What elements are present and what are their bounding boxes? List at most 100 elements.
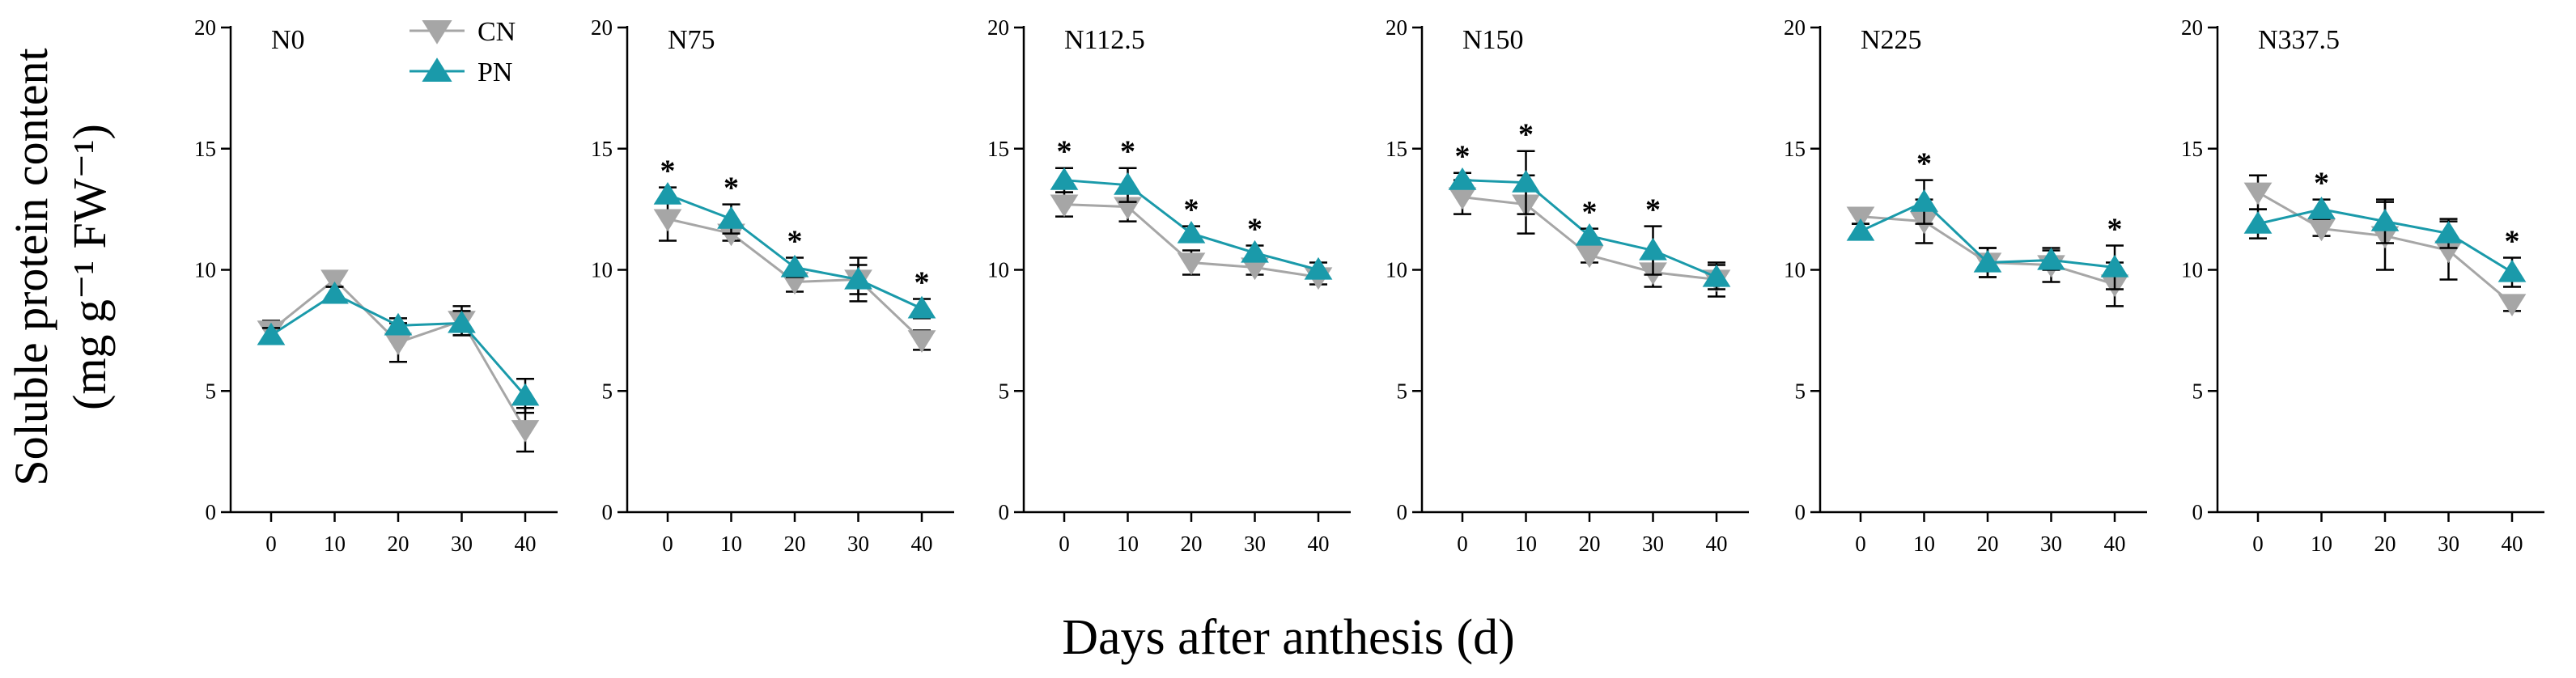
x-tick-label: 10 [1515,532,1537,556]
significance-star: * [724,172,739,206]
data-point-pn [1448,167,1477,190]
data-point-pn [2434,220,2463,244]
legend-marker [422,20,452,44]
data-point-pn [1639,237,1667,261]
x-tick-label: 30 [847,532,869,556]
x-tick-label: 10 [2311,532,2332,556]
significance-star: * [1645,193,1661,227]
x-tick-label: 40 [2502,532,2523,556]
x-tick-label: 10 [720,532,742,556]
y-tick-label: 0 [999,500,1010,524]
data-point-cn [511,420,540,443]
data-point-pn [384,312,413,336]
x-tick-label: 20 [388,532,410,556]
x-tick-label: 30 [2438,532,2459,556]
y-tick-label: 10 [2181,258,2203,282]
x-tick-label: 20 [784,532,806,556]
y-tick-label: 15 [591,137,613,161]
data-point-pn [1177,220,1206,244]
series-pn [2243,197,2527,288]
data-point-pn [1114,172,1142,195]
y-tick-label: 5 [206,379,217,403]
series-pn [1448,150,1731,290]
y-tick-label: 0 [2192,500,2204,524]
x-tick-label: 30 [1642,532,1664,556]
data-point-cn [907,330,936,353]
legend-label: CN [477,17,516,47]
y-tick-label: 15 [194,137,216,161]
x-tick-label: 20 [1181,532,1203,556]
significance-star: * [1455,140,1470,174]
y-tick-label: 15 [1386,137,1407,161]
significance-star: * [2505,225,2520,259]
data-point-pn [907,295,936,319]
panel-title: N150 [1462,25,1524,55]
x-tick-label: 40 [515,532,537,556]
y-tick-label: 20 [591,15,613,40]
x-tick-label: 0 [662,532,673,556]
series-cn [257,269,540,453]
y-tick-label: 10 [591,258,613,282]
x-tick-label: 10 [324,532,346,556]
panel-title: N75 [668,25,715,55]
panel-title: N225 [1861,25,1922,55]
x-tick-label: 10 [1913,532,1935,556]
y-tick-label: 20 [987,15,1009,40]
data-point-pn [2037,247,2065,270]
x-tick-label: 0 [1855,532,1866,556]
data-point-cn [1846,206,1875,230]
data-point-cn [384,333,413,355]
significance-star: * [2314,167,2329,201]
x-tick-label: 40 [1308,532,1330,556]
panel-n0: 0 5 10 15 20 0 10 20 30 40 N0 [194,15,558,556]
y-tick-label: 15 [1784,137,1806,161]
y-tick-label: 0 [1397,500,1408,524]
y-tick-label: 5 [999,379,1010,403]
data-point-cn [1575,245,1604,269]
x-tick-label: 30 [451,532,473,556]
data-point-pn [653,182,682,205]
panel-n75: 0 5 10 15 20 0 10 20 30 40 N75 * * * * [591,15,954,556]
data-point-pn [1512,170,1540,193]
series-pn [1050,167,1333,280]
x-tick-label: 20 [1977,532,1999,556]
x-tick-label: 40 [911,532,933,556]
data-point-cn [1177,252,1206,276]
x-tick-label: 10 [1117,532,1139,556]
legend-item-pn: PN [410,57,512,87]
significance-star: * [660,155,676,189]
legend-label: PN [477,57,512,87]
data-point-pn [320,281,349,304]
legend-marker [422,57,452,82]
data-point-cn [1448,187,1477,210]
y-axis-title-line2: (mg g⁻¹ FW⁻¹) [63,124,116,410]
x-tick-label: 0 [265,532,277,556]
panel-n112-5: 0 5 10 15 20 0 10 20 30 40 N112.5 * * * * [987,15,1351,556]
data-point-pn [2370,208,2400,231]
data-point-pn [511,383,540,406]
panel-n150: 0 5 10 15 20 0 10 20 30 40 N150 * * * * [1386,15,1749,556]
data-point-cn [320,269,349,293]
data-point-pn [1050,167,1079,190]
x-tick-label: 0 [1059,532,1070,556]
y-tick-label: 15 [987,137,1009,161]
panel-title: N337.5 [2258,25,2340,55]
data-point-pn [1304,256,1333,280]
data-point-pn [2497,259,2527,282]
x-tick-label: 30 [1244,532,1266,556]
significance-star: * [1057,135,1072,169]
y-tick-label: 20 [1386,15,1407,40]
y-tick-label: 0 [206,500,217,524]
y-tick-label: 20 [1784,15,1806,40]
data-point-pn [448,310,476,333]
data-point-cn [2243,182,2273,206]
significance-star: * [1184,193,1199,227]
y-tick-label: 10 [194,258,216,282]
y-tick-label: 10 [1784,258,1806,282]
data-point-pn [717,206,745,229]
series-pn [653,182,936,320]
series-pn [257,281,540,414]
data-point-pn [1910,189,1938,212]
y-tick-label: 5 [2192,379,2204,403]
y-tick-label: 10 [1386,258,1407,282]
